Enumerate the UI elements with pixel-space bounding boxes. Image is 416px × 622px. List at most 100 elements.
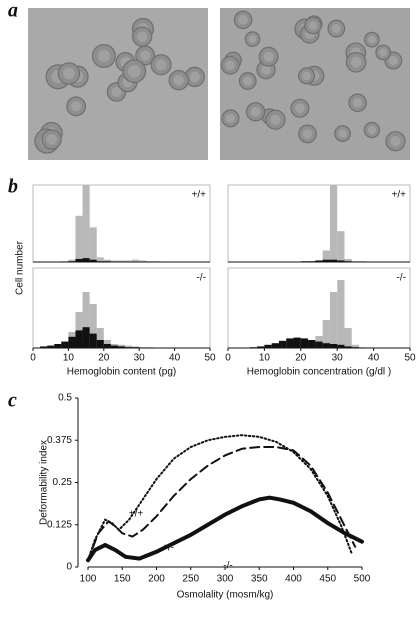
histogram-bar (257, 346, 265, 348)
x-tick-label: 200 (148, 574, 165, 585)
histogram-bar (329, 344, 338, 348)
panel-label: c (8, 390, 17, 412)
x-tick-label: 40 (169, 353, 181, 364)
x-tick-label: 20 (295, 353, 307, 364)
plot-frame (32, 267, 211, 349)
y-tick-label: 0.125 (47, 519, 72, 530)
cell-center (248, 35, 257, 44)
histogram-bar (110, 345, 118, 348)
histogram-bar (322, 250, 330, 262)
histogram-bar (75, 330, 83, 348)
cell-center (390, 135, 401, 147)
series-label: -/- (223, 561, 232, 572)
histogram-bar (103, 259, 111, 262)
cell-center (338, 129, 347, 138)
histogram-bar (89, 259, 97, 262)
x-tick-label: 0 (30, 353, 36, 364)
histogram-bar (337, 260, 345, 262)
cell-center (367, 35, 376, 44)
x-tick-label: 20 (98, 353, 110, 364)
line-series (87, 446, 357, 562)
cell-center (155, 59, 167, 71)
x-tick-label: 150 (114, 574, 131, 585)
y-axis-label: Cell number (15, 240, 26, 295)
x-tick-label: 40 (368, 353, 380, 364)
series-label: +/+ (129, 509, 144, 520)
histogram-bar (54, 344, 62, 348)
histogram-bar (82, 292, 90, 348)
histogram-bar (47, 345, 55, 348)
cell-center (261, 64, 271, 75)
histogram-bar (322, 259, 330, 262)
histogram-bar (75, 215, 83, 262)
cell-center (111, 86, 122, 97)
histogram-bar (271, 343, 279, 348)
histogram-bar (351, 344, 360, 348)
x-tick-label: 250 (182, 574, 199, 585)
panel-label: b (8, 176, 18, 198)
cell-center (294, 103, 305, 114)
line-series (86, 495, 364, 563)
histogram-bar (293, 337, 301, 348)
cell-center (367, 125, 377, 135)
cell-center (308, 21, 318, 31)
y-tick-label: 0 (66, 562, 72, 573)
annotation: -/- (197, 273, 206, 284)
histogram-bar (344, 328, 352, 348)
histogram-bar (96, 328, 104, 348)
histogram-bar (117, 260, 126, 262)
histogram-bar (322, 320, 330, 348)
x-tick-label: 10 (63, 353, 75, 364)
histogram-bar (286, 338, 294, 348)
histogram-bar (68, 336, 76, 348)
x-tick-label: 500 (354, 574, 371, 585)
histogram-bar (315, 341, 323, 348)
cell-center (46, 134, 57, 145)
cell-center (97, 49, 111, 63)
cell-center (270, 114, 281, 125)
x-tick-label: 400 (285, 574, 302, 585)
histogram-bar (337, 280, 345, 348)
cell-center (388, 55, 398, 66)
annotation: +/+ (192, 190, 207, 201)
y-tick-label: 0.375 (47, 435, 72, 446)
histogram-bar (125, 345, 133, 348)
histogram-bar (82, 185, 90, 262)
histogram-bar (329, 292, 338, 348)
histogram-bar (96, 340, 104, 348)
histogram-bar (278, 340, 287, 348)
x-tick-label: 50 (204, 353, 216, 364)
histogram-bar (82, 258, 90, 262)
cell-center (302, 71, 311, 81)
histogram-bar (329, 185, 338, 262)
x-axis-label: Osmolality (mosm/kg) (177, 590, 274, 601)
plot-frame (227, 184, 411, 263)
histogram-bar (96, 257, 104, 262)
histogram-bar (139, 260, 147, 262)
line-series (87, 434, 353, 562)
cell-center (136, 31, 148, 42)
histogram-bar (344, 346, 352, 348)
x-tick-label: 30 (332, 353, 344, 364)
histogram-bar (337, 231, 345, 262)
histogram-bar (125, 260, 133, 262)
histogram-bar (68, 259, 76, 262)
x-tick-label: 300 (217, 574, 234, 585)
cell-center (63, 67, 75, 80)
cell-center (350, 56, 362, 68)
cell-center (225, 60, 236, 71)
histogram-bar (337, 344, 345, 348)
histogram-bar (344, 258, 352, 262)
y-tick-label: 0.5 (58, 393, 72, 404)
x-tick-label: 350 (251, 574, 268, 585)
cell-center (238, 15, 248, 25)
cell-center (263, 51, 274, 62)
x-axis-label: Hemoglobin concentration (g/dl ) (247, 367, 392, 378)
cell-center (331, 24, 341, 34)
x-tick-label: 50 (404, 353, 416, 364)
cell-center (71, 101, 82, 112)
cell-center (352, 98, 363, 108)
x-tick-label: 10 (259, 353, 271, 364)
histogram-bar (61, 341, 69, 348)
